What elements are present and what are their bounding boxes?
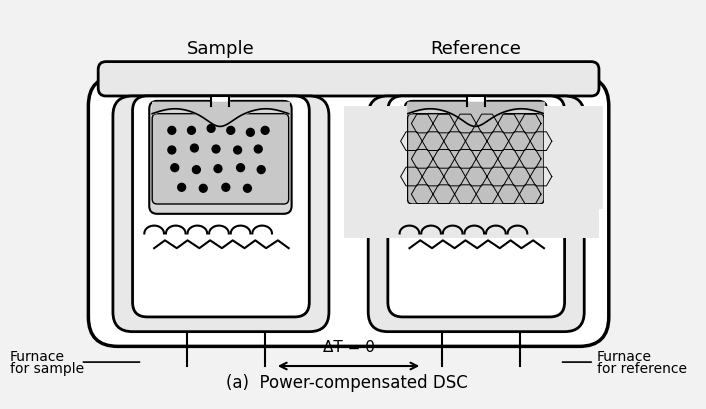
Bar (344, 107, 407, 209)
FancyBboxPatch shape (405, 102, 547, 214)
Text: Furnace: Furnace (10, 349, 65, 363)
Circle shape (227, 127, 234, 135)
Circle shape (199, 185, 207, 193)
Circle shape (178, 184, 186, 192)
FancyBboxPatch shape (407, 115, 544, 204)
Bar (544, 107, 603, 209)
FancyBboxPatch shape (388, 97, 565, 317)
Bar (211, 97, 229, 107)
FancyBboxPatch shape (88, 77, 609, 346)
Circle shape (244, 185, 251, 193)
FancyBboxPatch shape (149, 102, 292, 214)
Text: Reference: Reference (430, 40, 521, 58)
FancyBboxPatch shape (113, 97, 329, 332)
Circle shape (171, 164, 179, 172)
Text: ΔT = 0: ΔT = 0 (323, 339, 374, 354)
Circle shape (234, 147, 241, 155)
Circle shape (188, 127, 196, 135)
Circle shape (212, 146, 220, 153)
Circle shape (207, 125, 215, 133)
Circle shape (246, 129, 254, 137)
Text: (a)  Power-compensated DSC: (a) Power-compensated DSC (226, 373, 467, 391)
FancyBboxPatch shape (152, 115, 289, 204)
FancyBboxPatch shape (98, 63, 599, 97)
Text: Furnace: Furnace (597, 349, 652, 363)
Circle shape (254, 146, 262, 153)
Text: for reference: for reference (597, 361, 687, 375)
Circle shape (193, 166, 201, 174)
Circle shape (191, 145, 198, 153)
Circle shape (261, 127, 269, 135)
Circle shape (168, 127, 176, 135)
Circle shape (257, 166, 265, 174)
Bar (344, 204, 599, 239)
FancyBboxPatch shape (369, 97, 585, 332)
FancyBboxPatch shape (133, 97, 309, 317)
Text: Sample: Sample (187, 40, 255, 58)
Circle shape (237, 164, 244, 172)
Bar (467, 97, 485, 107)
Circle shape (214, 165, 222, 173)
Text: for sample: for sample (10, 361, 84, 375)
Circle shape (222, 184, 229, 192)
Circle shape (168, 147, 176, 155)
